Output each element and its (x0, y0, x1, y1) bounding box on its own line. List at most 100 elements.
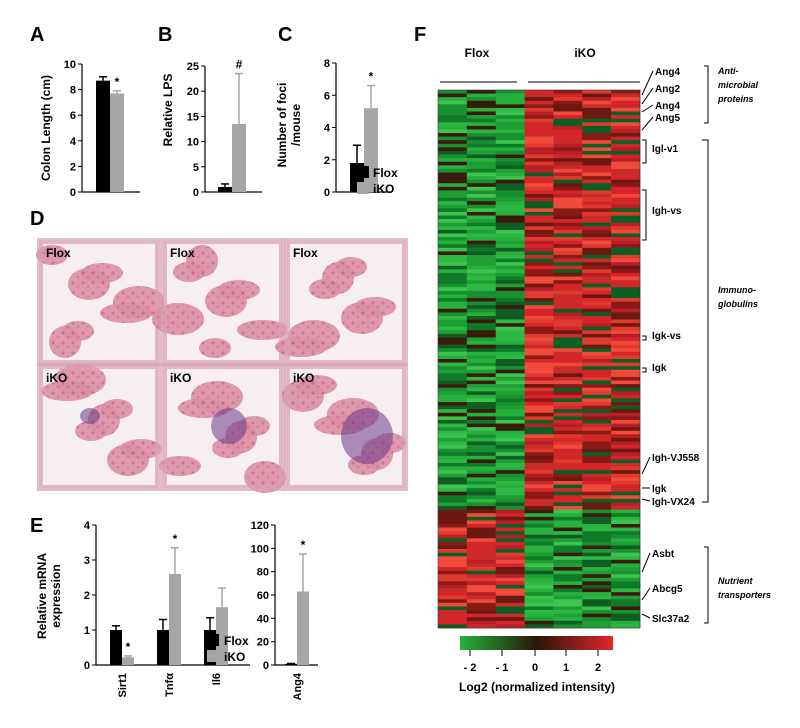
heatmap-cell (466, 624, 497, 629)
gene-pointer (641, 456, 651, 475)
heatmap-cell (611, 265, 641, 270)
heatmap-cell (495, 351, 525, 356)
heatmap-cell (466, 459, 497, 464)
heatmap-cell (438, 201, 468, 206)
heatmap-cell (466, 405, 497, 410)
heatmap-cell (466, 201, 497, 206)
bracket-nutrient (704, 546, 709, 624)
heatmap-cell (611, 495, 641, 500)
heatmap-cell (553, 190, 583, 195)
heatmap-cell (466, 606, 497, 611)
panel-letter-e: E (30, 515, 43, 537)
heatmap-cell (611, 455, 641, 460)
y-tick-label: 25 (187, 61, 199, 73)
heatmap-cell (438, 541, 468, 546)
heatmap-cell (611, 136, 641, 141)
heatmap-cell (611, 258, 641, 263)
heatmap-cell (611, 452, 641, 457)
heatmap-cell (466, 100, 497, 105)
heatmap-cell (495, 115, 525, 119)
heatmap-cell (495, 315, 525, 320)
significance-marker: # (236, 58, 243, 72)
heatmap-cell (466, 588, 497, 593)
tissue-fold (81, 263, 123, 283)
heatmap-cell (438, 570, 468, 575)
heatmap-cell (466, 272, 497, 277)
heatmap-cell (438, 455, 468, 460)
heatmap-cell (438, 186, 468, 191)
gene-pointer (641, 70, 654, 96)
heatmap-cell (495, 387, 525, 392)
heatmap-cell (611, 373, 641, 378)
heatmap-cell (438, 129, 468, 134)
heatmap-cell (582, 409, 612, 414)
heatmap-cell (524, 506, 554, 510)
heatmap-cell (466, 308, 497, 313)
heatmap-cell (466, 229, 497, 234)
heatmap-cell (438, 147, 468, 152)
heatmap-cell (524, 387, 554, 392)
panel-letter-c: C (278, 24, 292, 46)
heatmap-cell (553, 211, 583, 216)
heatmap-cell (438, 452, 468, 457)
heatmap-cell (553, 495, 583, 500)
heatmap-cell (524, 118, 554, 123)
y-tick-label: 0 (70, 187, 76, 199)
heatmap-cell (611, 97, 641, 102)
heatmap-cell (553, 620, 583, 625)
heatmap-cell (495, 237, 525, 241)
heatmap-cell (495, 229, 525, 234)
heatmap-cell (495, 208, 525, 213)
heatmap-cell (553, 97, 583, 102)
heatmap-cell (438, 215, 468, 220)
heatmap-cell (524, 620, 554, 625)
heatmap-cell (611, 190, 641, 195)
gene-label: Ang4 (655, 67, 680, 78)
heatmap-cell (611, 269, 641, 274)
heatmap-cell (582, 355, 612, 360)
bar-flox (157, 630, 169, 665)
heatmap-cell (611, 176, 641, 180)
heatmap-cell (438, 107, 468, 112)
heatmap-cell (553, 520, 583, 525)
heatmap-cell (524, 384, 554, 388)
gene-pointer (641, 87, 654, 105)
heatmap-cell (524, 577, 554, 582)
y-tick-label: 6 (324, 90, 330, 102)
heatmap-cell (495, 93, 525, 98)
heatmap-cell (524, 513, 554, 518)
heatmap-cell (611, 158, 641, 163)
heatmap-cell (524, 538, 554, 543)
heatmap-cell (582, 97, 612, 102)
heatmap-cell (466, 280, 497, 284)
heatmap-cell (611, 610, 641, 614)
heatmap-cell (524, 394, 554, 399)
heatmap-cell (466, 161, 497, 166)
heatmap-cell (582, 341, 612, 345)
heatmap-cell (582, 201, 612, 206)
heatmap-cell (611, 107, 641, 112)
heatmap-cell (524, 516, 554, 521)
heatmap-cell (582, 394, 612, 399)
heatmap-cell (466, 531, 497, 536)
heatmap-cell (582, 574, 612, 579)
heatmap-cell (466, 498, 497, 503)
heatmap-cell (495, 179, 525, 184)
heatmap-cell (524, 197, 554, 202)
heatmap-cell (553, 129, 583, 134)
heatmap-cell (438, 556, 468, 561)
heatmap-cell (438, 498, 468, 503)
heatmap-cell (524, 412, 554, 417)
heatmap-cell (495, 502, 525, 507)
heatmap-cell (553, 201, 583, 206)
heatmap-cell (438, 441, 468, 446)
heatmap-cell (495, 118, 525, 123)
bar-flox (96, 80, 110, 192)
heatmap-cell (466, 115, 497, 119)
heatmap-cell (495, 190, 525, 195)
heatmap-cell (524, 448, 554, 453)
heatmap-cell (438, 172, 468, 177)
heatmap-cell (553, 506, 583, 510)
heatmap-cell (466, 613, 497, 618)
heatmap-cell (438, 559, 468, 564)
